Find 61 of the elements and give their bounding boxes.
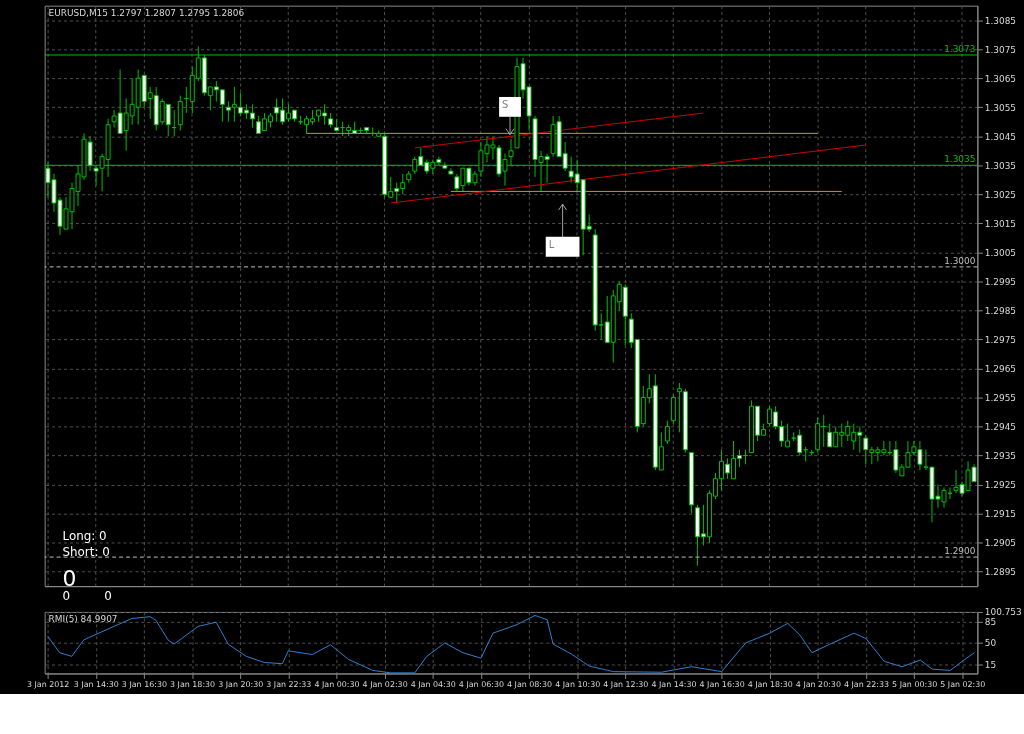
x-tick-label: 4 Jan 04:30 <box>410 679 456 689</box>
y-tick-label: 1.3085 <box>984 15 1017 26</box>
y-tick-label: 100.753 <box>984 607 1022 618</box>
y-tick-label: 1.2905 <box>984 538 1017 549</box>
chart-title: EURUSD,M15 1.2797 1.2807 1.2795 1.2806 <box>48 7 245 18</box>
y-tick-label: 1.2945 <box>984 421 1017 432</box>
x-tick-label: 4 Jan 18:30 <box>747 679 793 689</box>
y-tick-label: 50 <box>984 638 997 649</box>
ref-line-label: 1.3073 <box>944 44 976 55</box>
y-tick-label: 1.2915 <box>984 509 1017 520</box>
x-tick-label: 4 Jan 22:33 <box>843 679 890 689</box>
x-tick-label: 3 Jan 2012 <box>26 679 70 689</box>
y-tick-label: 1.2965 <box>984 363 1017 374</box>
x-tick-label: 3 Jan 16:30 <box>121 679 167 689</box>
x-tick-label: 4 Jan 00:30 <box>314 679 360 689</box>
x-tick-label: 4 Jan 06:30 <box>458 679 504 689</box>
ref-line-label: 1.2900 <box>944 546 976 557</box>
x-tick-label: 3 Jan 14:30 <box>73 679 119 689</box>
text: 0 <box>104 589 112 604</box>
x-tick-label: 3 Jan 18:30 <box>170 679 216 689</box>
annotation: S <box>502 98 509 110</box>
x-tick-label: 4 Jan 08:30 <box>506 679 553 689</box>
candlestick <box>664 420 670 445</box>
y-tick-label: 1.2895 <box>984 567 1017 578</box>
x-tick-label: 3 Jan 22:33 <box>266 679 312 689</box>
x-tick-label: 3 Jan 20:30 <box>218 679 264 689</box>
y-tick-label: 15 <box>984 659 997 670</box>
y-tick-label: 1.3055 <box>984 102 1017 113</box>
annotation: Short: 0 <box>62 545 110 560</box>
ref-line-label: 1.3000 <box>944 255 976 266</box>
x-tick-label: 4 Jan 10:30 <box>555 679 601 689</box>
y-tick-label: 1.2925 <box>984 480 1017 491</box>
y-tick-label: 1.2935 <box>984 451 1017 461</box>
y-tick-label: 1.3015 <box>984 218 1017 229</box>
annotation: Long: 0 <box>62 529 107 544</box>
chart-title: RMI(5) 84.9907 <box>48 613 118 624</box>
y-tick-label: 1.3035 <box>984 160 1017 171</box>
y-tick-label: 85 <box>984 617 997 628</box>
x-tick-label: 4 Jan 02:30 <box>362 679 408 689</box>
candlestick <box>670 394 676 425</box>
x-tick-label: 5 Jan 00:30 <box>892 679 938 689</box>
y-tick-label: 1.3045 <box>984 131 1017 142</box>
line-series <box>47 614 975 674</box>
y-tick-label: 1.3025 <box>984 189 1017 200</box>
annotation: 0 <box>62 566 77 592</box>
x-tick-label: 4 Jan 12:30 <box>603 679 649 689</box>
ref-line-label: 1.3035 <box>944 154 976 165</box>
y-tick-label: 1.3005 <box>984 247 1017 258</box>
y-tick-label: 1.3075 <box>984 44 1017 55</box>
y-tick-label: 1.2985 <box>984 305 1017 316</box>
x-tick-label: 5 Jan 02:30 <box>940 679 986 689</box>
x-tick-label: 4 Jan 20:30 <box>795 679 841 689</box>
y-tick-label: 1.2975 <box>984 334 1017 345</box>
x-tick-label: 4 Jan 16:30 <box>699 679 745 689</box>
y-tick-label: 1.3065 <box>984 73 1017 84</box>
y-tick-label: 1.2955 <box>984 392 1017 403</box>
annotation: L <box>548 238 555 250</box>
x-tick-label: 4 Jan 14:30 <box>651 679 697 689</box>
text: 0 <box>62 589 71 604</box>
y-tick-label: 1.2995 <box>984 276 1017 287</box>
candlestick <box>177 95 183 131</box>
